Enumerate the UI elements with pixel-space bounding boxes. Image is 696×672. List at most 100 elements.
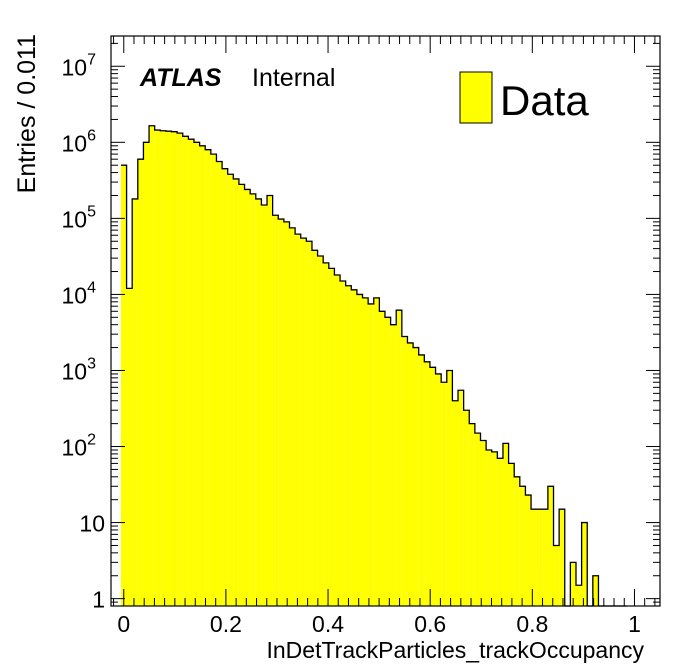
y-tick-label: 10 <box>79 511 105 537</box>
x-axis-ticks: 0 0.2 0.4 0.6 0.8 1 <box>113 36 656 637</box>
histogram-bin <box>227 174 234 606</box>
histogram-bin <box>143 142 150 606</box>
y-tick-label: 104 <box>62 279 97 308</box>
plot-frame <box>110 35 661 607</box>
histogram-bin <box>120 165 127 606</box>
histogram-bin <box>261 204 268 606</box>
histogram-bin <box>238 184 245 606</box>
histogram-bin <box>502 443 509 606</box>
y-tick-label: 107 <box>62 51 97 80</box>
histogram-bin <box>542 509 548 606</box>
histogram-bin <box>132 198 138 606</box>
y-axis-ticks: 1 10 102 103 104 105 106 107 <box>62 42 660 613</box>
histogram-bin <box>480 440 487 606</box>
atlas-label: ATLAS <box>139 64 222 92</box>
histogram-bin <box>413 347 419 606</box>
y-tick-label: 105 <box>62 203 97 232</box>
histogram-bin <box>514 476 520 606</box>
histogram-bin <box>570 562 576 606</box>
histogram-bin <box>592 575 599 606</box>
y-axis-label: Entries / 0.011 <box>13 34 41 193</box>
y-tick-label: 103 <box>62 355 97 384</box>
histogram-bin <box>171 131 178 606</box>
histogram-bin <box>519 486 526 606</box>
x-tick-label: 0.4 <box>312 611 344 637</box>
histogram-bin <box>575 585 582 606</box>
histogram-bin <box>193 142 200 606</box>
histogram-bin <box>463 410 470 606</box>
histogram-bin <box>165 131 172 607</box>
legend-entry-label: Data <box>500 77 589 124</box>
x-tick-label: 0.2 <box>210 611 242 637</box>
histogram-bin <box>323 262 329 606</box>
histogram-bin <box>458 390 464 606</box>
y-tick-label: 1 <box>92 587 105 613</box>
histogram-bin <box>210 154 217 606</box>
histogram-bin <box>278 219 284 606</box>
histogram-bin <box>553 545 560 606</box>
histogram-bin <box>356 294 363 606</box>
x-axis-label: InDetTrackParticles_trackOccupancy <box>266 637 644 663</box>
histogram-bin <box>289 227 296 606</box>
histogram-bin <box>379 311 385 606</box>
histogram-bin <box>435 373 442 606</box>
y-tick-label: 102 <box>62 432 97 461</box>
x-tick-label: 0.6 <box>414 611 446 637</box>
histogram-bin <box>250 193 256 607</box>
histogram-outline <box>120 125 627 607</box>
histogram-bin <box>497 458 503 606</box>
histogram-bin <box>452 400 459 606</box>
histogram-bin <box>424 361 430 606</box>
legend: Data <box>459 71 589 124</box>
histogram-bin <box>474 433 481 606</box>
histogram-bin <box>222 168 228 606</box>
histogram-bin <box>441 382 447 606</box>
x-tick-label: 1 <box>628 611 641 637</box>
atlas-status-label: Internal <box>252 64 335 92</box>
histogram-bin <box>418 354 425 606</box>
histogram-bin <box>559 509 565 606</box>
histogram-bin <box>362 297 369 606</box>
histogram-bin <box>536 509 543 606</box>
x-tick-label: 0 <box>117 611 130 637</box>
histogram-bin <box>390 324 397 606</box>
histogram-bin <box>244 189 251 606</box>
histogram-bin <box>306 241 312 606</box>
histogram-bin <box>401 336 408 606</box>
histogram-bin <box>233 178 239 607</box>
histogram-bin <box>137 159 144 606</box>
histogram-bin <box>340 281 346 606</box>
histogram-bin <box>317 256 324 606</box>
histogram-bin <box>300 238 307 606</box>
histogram-bin <box>126 288 133 606</box>
histogram-bin <box>149 125 155 606</box>
x-tick-label: 0.8 <box>516 611 548 637</box>
histogram-bin <box>491 451 498 606</box>
histogram-bin <box>469 423 475 606</box>
histogram-bin <box>581 522 588 606</box>
histogram-bin <box>295 234 301 606</box>
histogram-bin <box>429 367 436 606</box>
histogram-bin <box>311 250 318 606</box>
histogram-bin <box>396 310 402 606</box>
histogram-bin <box>272 215 279 607</box>
histogram-bin <box>407 342 414 606</box>
histogram-bin <box>547 486 554 606</box>
histogram-bin <box>334 275 341 606</box>
histogram-bin <box>531 509 537 606</box>
histogram-bin <box>525 495 532 606</box>
histogram-bin <box>216 161 223 607</box>
histogram-bin <box>154 130 161 606</box>
histogram-bin <box>160 130 166 607</box>
histogram-bin <box>384 317 391 606</box>
histogram-bin <box>351 289 357 606</box>
legend-swatch <box>459 71 493 124</box>
histogram-bin <box>199 145 206 607</box>
histogram-bin <box>267 195 273 606</box>
histogram-bin <box>508 463 515 606</box>
histogram-bin <box>255 198 262 606</box>
histogram-bars <box>120 125 627 607</box>
histogram-bin <box>177 133 183 606</box>
histogram-bin <box>446 370 453 606</box>
